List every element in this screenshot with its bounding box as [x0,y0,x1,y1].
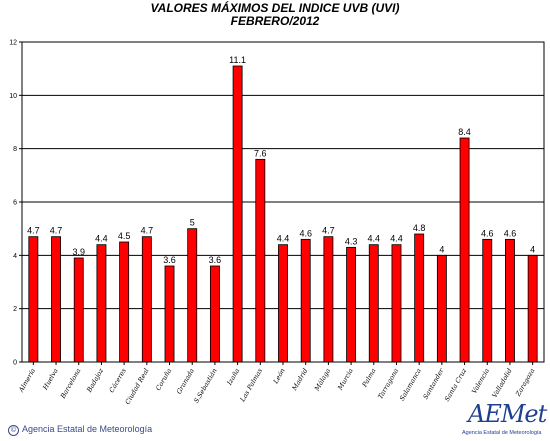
data-labels: 4.7 4.7 3.9 4.4 4.5 4.7 3.6 5 3.6 11.1 7.6 4.4 4.6 4.… [27,55,535,265]
chart-subtitle: FEBRERO/2012 [231,14,320,28]
bar [414,233,425,363]
x-tick-label: Málaga [312,367,332,393]
data-label: 4.6 [481,228,494,238]
x-tick-label: Murcia [336,367,355,392]
data-label: 4.7 [322,226,335,236]
x-tick-label: Santander [422,366,447,400]
bar [119,241,130,363]
data-label: 3.6 [209,255,222,265]
x-axis-ticks: Almería Huelva Barcelona Badajoz CáceresCiud… [17,362,537,406]
x-tick-label: Granada [175,367,196,396]
bar [187,228,198,363]
data-label: 4.4 [277,234,290,244]
x-tick-label: Santa Cruz [443,367,469,403]
data-label: 4.4 [390,234,403,244]
data-label: 4 [530,244,535,254]
bar [28,236,39,363]
x-tick-label: S.Sebastián [192,367,218,405]
x-tick-label: Badajoz [85,367,106,395]
x-tick-label: Barcelona [58,367,82,401]
x-tick-label: Salamanca [398,367,423,402]
data-label: 4.3 [345,236,358,246]
data-label: 4.4 [368,234,381,244]
x-tick-label: Coruña [154,367,173,392]
copyright-icon: © [8,425,19,436]
bar [51,236,61,363]
bar [505,238,515,363]
bar [255,158,266,363]
data-label: 4.6 [299,228,312,238]
footer-agency-text: Agencia Estatal de Meteorología [22,424,153,434]
bar [459,137,470,363]
bar [391,244,402,363]
data-label: 4.4 [95,234,108,244]
bar [300,238,311,363]
data-label: 5 [190,218,195,228]
bar [96,244,107,363]
bar [73,257,84,363]
x-tick-label: León [271,367,287,386]
data-label: 4.7 [27,226,40,236]
x-tick-label: Cáceres [108,366,129,394]
data-label: 7.6 [254,148,267,158]
bar [482,238,493,363]
bar [209,265,220,363]
data-label: 3.6 [163,255,176,265]
y-tick-label: 0 [13,360,17,367]
data-label: 4.5 [118,231,131,241]
x-tick-label: Las Palmas [238,366,264,403]
data-label: 4 [439,244,444,254]
x-tick-label: Valencia [470,367,491,395]
x-tick-label: Almería [17,367,37,394]
y-tick-label: 12 [9,40,17,47]
y-tick-label: 2 [13,306,17,313]
aemet-logo: AEMet Agencia Estatal de Meteorología [462,400,548,440]
logo-text: AEMet [468,400,547,428]
x-tick-label: Palma [360,367,378,389]
y-tick-label: 10 [9,93,17,100]
bar [527,254,538,363]
data-label: 4.6 [504,228,517,238]
y-tick-label: 8 [13,146,17,153]
y-tick-label: 6 [13,200,17,207]
bar [346,246,357,363]
x-tick-label: Izaña [225,367,241,388]
data-label: 4.7 [141,226,154,236]
data-label: 8.4 [458,127,471,137]
bar [278,244,288,363]
bar [436,254,447,363]
x-tick-label: Tarragona [376,367,400,400]
y-tick-label: 4 [13,253,17,260]
chart-title: VALORES MÁXIMOS DEL INDICE UVB (UVI) [151,0,400,15]
x-tick-label: Zaragoza [514,367,537,399]
data-label: 3.9 [72,247,85,257]
bar [232,65,243,363]
x-tick-label: Ciudad Real [124,367,151,406]
x-tick-label: Madrid [290,367,309,393]
x-tick-label: Huelva [41,367,60,392]
data-label: 4.8 [413,223,426,233]
data-label: 11.1 [229,55,246,65]
y-axis-ticks: 0 2 4 6 8 10 12 [9,40,17,367]
bar [323,236,334,363]
data-label: 4.7 [50,226,63,236]
grid-lines [19,41,544,363]
bar [141,236,152,363]
logo-subtext: Agencia Estatal de Meteorología [462,430,542,436]
bar [368,244,379,363]
bar [164,265,175,363]
x-tick-label: Valladolid [491,367,514,399]
